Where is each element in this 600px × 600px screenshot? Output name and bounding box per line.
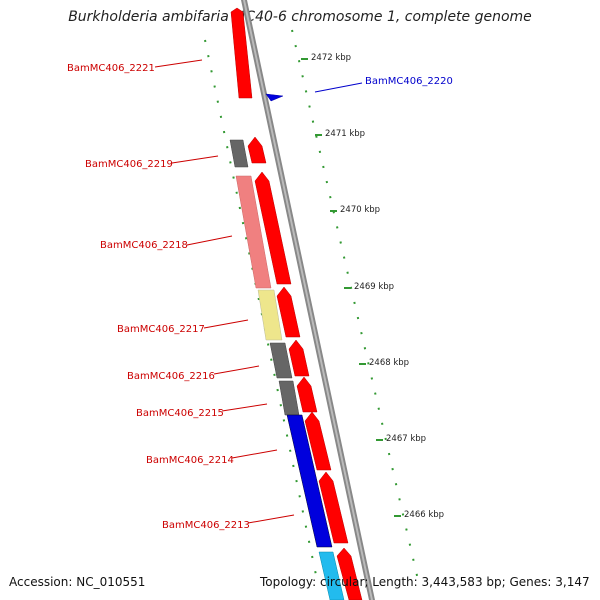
gene-arrow-2218: [254, 171, 292, 285]
gene-arrow-2216: [288, 339, 310, 377]
leader-line: [231, 449, 278, 459]
feature-2217: [257, 289, 283, 341]
gene-label-2213[interactable]: BamMC406_2213: [162, 520, 250, 531]
gene-arrow-2220: [265, 93, 284, 102]
leader-line: [213, 365, 260, 375]
tick-label-2469: 2469 kbp: [354, 282, 394, 292]
forward-track: [265, 93, 284, 102]
inner-dotted-line: [204, 39, 317, 574]
accession-label: Accession: NC_010551: [9, 575, 146, 589]
gene-arrow-next: [336, 547, 363, 600]
gene-arrow-2213: [318, 471, 349, 544]
genome-summary: Topology: circular; Length: 3,443,583 bp…: [260, 575, 590, 589]
leader-line: [314, 82, 363, 93]
tick-label-2470: 2470 kbp: [340, 205, 380, 215]
leader-line: [221, 403, 268, 412]
feature-2214: [286, 414, 333, 548]
gene-label-2220[interactable]: BamMC406_2220: [365, 76, 453, 87]
feature-2215: [278, 380, 300, 416]
feature-cyan: [318, 551, 345, 600]
gene-arrow-2217: [276, 286, 301, 338]
backbone: [241, 0, 375, 600]
feature-2216: [269, 342, 293, 379]
gene-label-2217[interactable]: BamMC406_2217: [117, 324, 205, 335]
gene-labels[interactable]: BamMC406_2221 BamMC406_2220 BamMC406_221…: [67, 59, 453, 531]
leader-line: [203, 319, 249, 329]
tick-label-2472: 2472 kbp: [311, 53, 351, 63]
gene-label-2219[interactable]: BamMC406_2219: [85, 159, 173, 170]
tick-label-2471: 2471 kbp: [325, 129, 365, 139]
gene-arrow-2221: [230, 7, 253, 99]
gene-label-2216[interactable]: BamMC406_2216: [127, 371, 215, 382]
leader-line: [186, 235, 233, 246]
scale-line: [291, 29, 419, 577]
tick-label-2468: 2468 kbp: [369, 358, 409, 368]
gene-arrow-2215: [296, 376, 318, 413]
tick-label-2466: 2466 kbp: [404, 510, 444, 520]
gene-label-2215[interactable]: BamMC406_2215: [136, 408, 224, 419]
gene-label-2218[interactable]: BamMC406_2218: [100, 240, 188, 251]
scale-labels: 2472 kbp 2471 kbp 2470 kbp 2469 kbp 2468…: [301, 53, 444, 520]
feature-2218: [235, 175, 272, 289]
leader-line: [247, 514, 295, 524]
leader-line: [171, 155, 219, 164]
gene-arrow-2219: [247, 136, 267, 164]
leader-line: [154, 59, 203, 68]
map-title: Burkholderia ambifaria MC40-6 chromosome…: [68, 9, 532, 25]
gene-label-2214[interactable]: BamMC406_2214: [146, 455, 234, 466]
tick-label-2467: 2467 kbp: [386, 434, 426, 444]
gene-arrow-2214: [304, 411, 332, 471]
cds-track: [230, 7, 363, 600]
gene-label-2221[interactable]: BamMC406_2221: [67, 63, 155, 74]
feature-2219: [229, 139, 249, 168]
feature-track: [229, 139, 345, 600]
